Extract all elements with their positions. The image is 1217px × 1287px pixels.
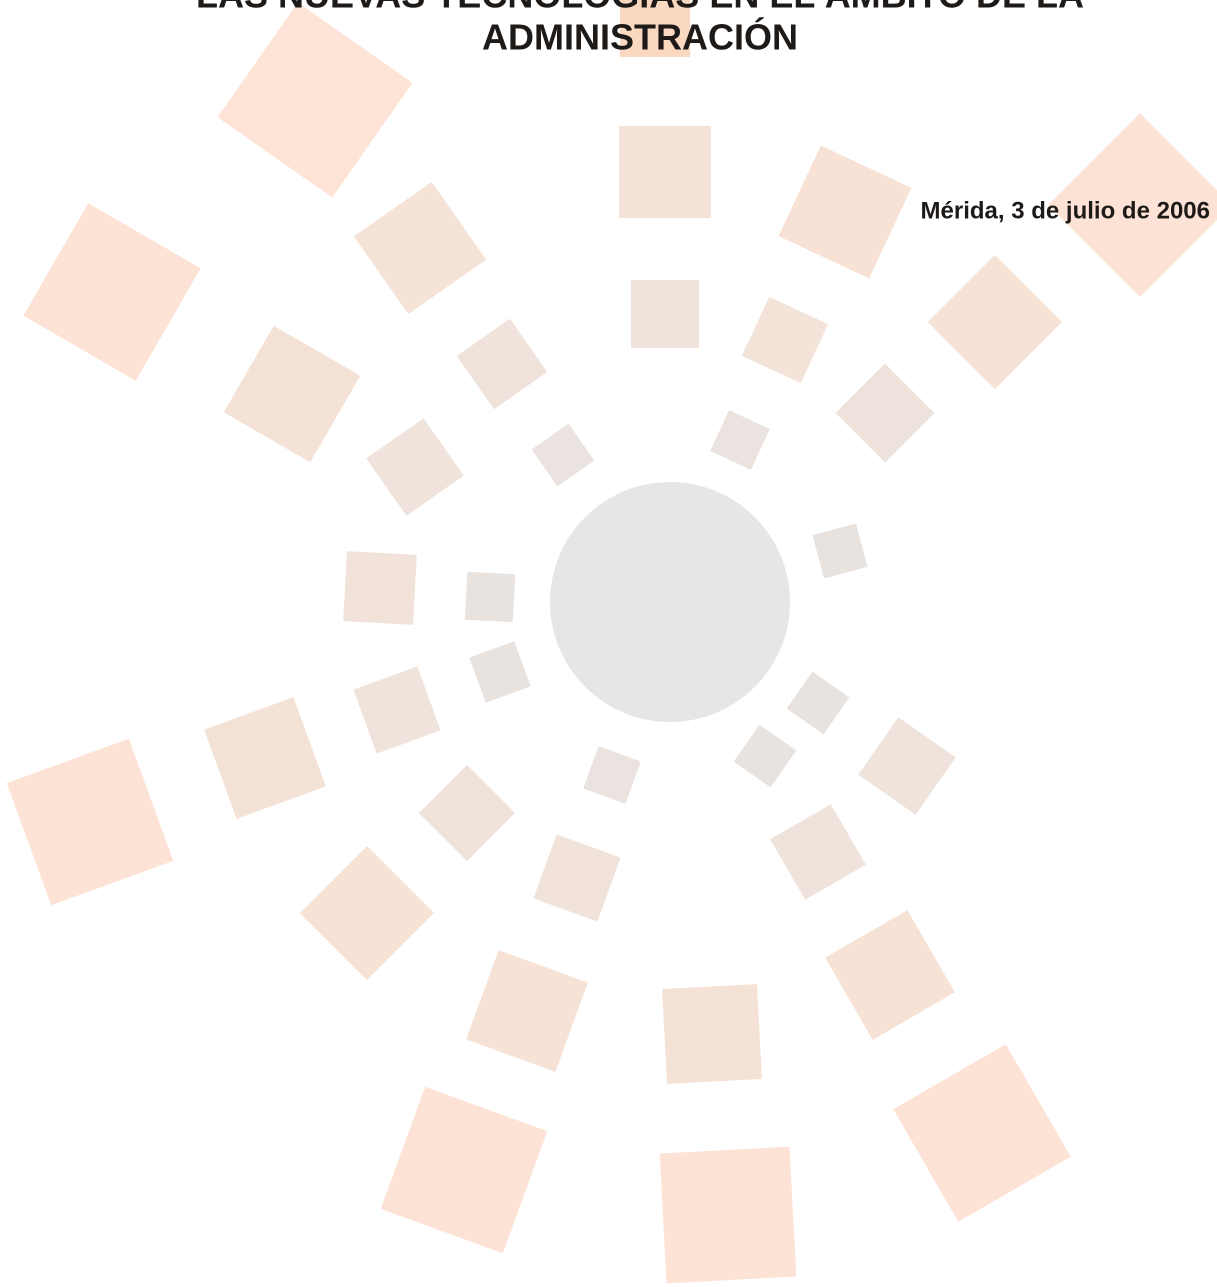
deco-square [662, 984, 762, 1084]
deco-square [779, 146, 912, 279]
deco-square [583, 746, 641, 804]
deco-square [419, 765, 515, 861]
deco-square [7, 739, 174, 906]
deco-square [825, 910, 955, 1040]
deco-square [465, 572, 515, 622]
deco-square [224, 326, 361, 463]
deco-square [619, 126, 711, 218]
deco-square [858, 717, 955, 814]
deco-square [23, 203, 201, 381]
deco-square [631, 280, 699, 348]
deco-square [533, 834, 620, 921]
deco-square [770, 804, 866, 900]
deco-square [354, 182, 486, 314]
deco-square [928, 255, 1062, 389]
deco-square [300, 846, 434, 980]
deco-square [466, 950, 588, 1072]
title-line: ADMINISTRACIÓN [482, 16, 798, 58]
deco-square [353, 666, 440, 753]
deco-square [742, 297, 828, 383]
deco-square [532, 424, 595, 487]
deco-square [787, 672, 850, 735]
deco-square [734, 725, 797, 788]
deco-square [836, 364, 935, 463]
deco-square [343, 551, 417, 625]
slide: LAS NUEVAS TECNOLOGÍAS EN EL ÁMBITO DE L… [0, 0, 1217, 1287]
deco-square [469, 641, 531, 703]
title-line: LAS NUEVAS TECNOLOGÍAS EN EL ÁMBITO DE L… [196, 0, 1084, 16]
deco-square [893, 1044, 1071, 1222]
deco-square [381, 1087, 548, 1254]
center-circle [550, 482, 790, 722]
deco-square [457, 319, 548, 410]
deco-square [218, 3, 413, 198]
date: Mérida, 3 de julio de 2006 [921, 197, 1210, 224]
deco-square [660, 1147, 797, 1284]
deco-square [812, 523, 867, 578]
deco-square [204, 697, 326, 819]
deco-square [710, 410, 770, 470]
deco-square [366, 418, 463, 515]
